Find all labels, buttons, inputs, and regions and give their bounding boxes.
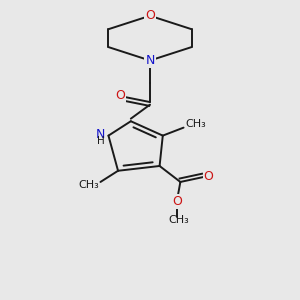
Text: O: O [203, 170, 213, 183]
Text: H: H [97, 136, 104, 146]
Text: N: N [96, 128, 105, 140]
Text: N: N [145, 54, 155, 67]
Text: O: O [145, 9, 155, 22]
Text: CH₃: CH₃ [168, 215, 189, 225]
Text: O: O [115, 89, 125, 102]
Text: CH₃: CH₃ [78, 180, 99, 190]
Text: O: O [172, 195, 182, 208]
Text: CH₃: CH₃ [185, 119, 206, 129]
